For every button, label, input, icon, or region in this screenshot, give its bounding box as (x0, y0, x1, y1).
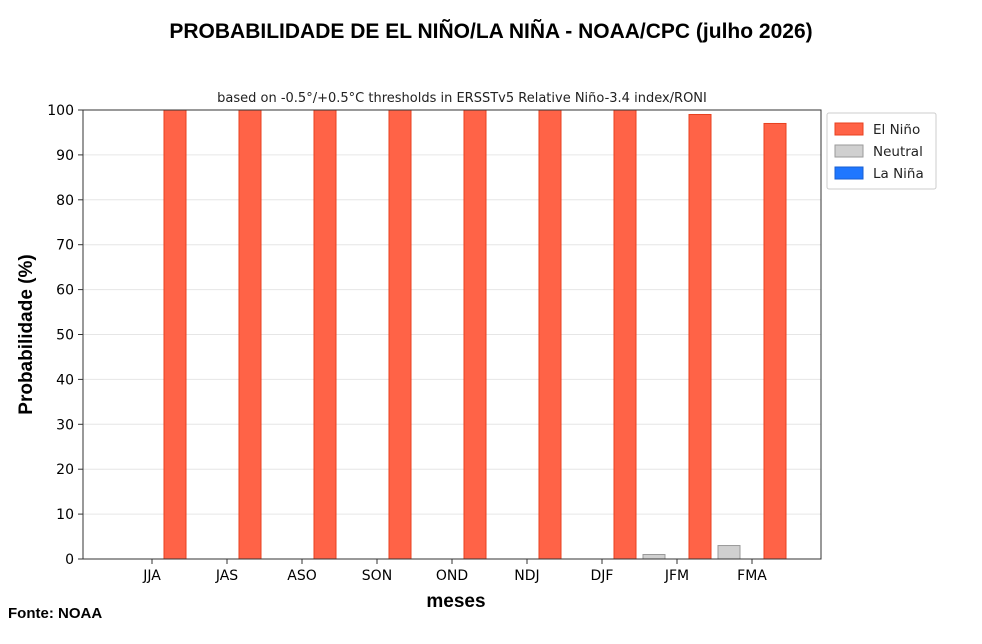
x-tick-label: JAS (215, 568, 238, 584)
legend-label: Neutral (873, 144, 923, 160)
y-tick-label: 10 (56, 507, 74, 523)
bar-el-ni-o-jfm (688, 113, 712, 560)
chart-subtitle: based on -0.5°/+0.5°C thresholds in ERSS… (217, 91, 707, 106)
bar-el-ni-o-ond (463, 109, 487, 560)
legend-swatch (834, 122, 864, 136)
bar-el-ni-o-jja (163, 109, 187, 560)
page-title: PROBABILIDADE DE EL NIÑO/LA NIÑA - NOAA/… (169, 20, 813, 43)
legend-swatch (834, 144, 864, 158)
legend-label: La Niña (873, 166, 924, 182)
y-tick-label: 20 (56, 462, 74, 478)
bar-el-ni-o-djf (613, 109, 637, 560)
bar-el-ni-o-aso (313, 109, 337, 560)
y-axis-label: Probabilidade (%) (16, 254, 37, 414)
y-tick-label: 0 (65, 552, 74, 568)
bars (163, 109, 787, 560)
bar-el-ni-o-jas (238, 109, 262, 560)
x-tick-label: OND (436, 568, 468, 584)
y-tick-label: 100 (47, 103, 74, 119)
y-tick-label: 50 (56, 328, 74, 344)
y-tick-label: 60 (56, 283, 74, 299)
bar-el-ni-o-fma (763, 122, 787, 560)
x-tick-label: FMA (737, 568, 767, 584)
x-tick-label: ASO (287, 568, 316, 584)
bar-neutral-jfm (642, 554, 666, 560)
bar-el-ni-o-son (388, 109, 412, 560)
legend-swatch (834, 166, 864, 180)
bar-el-ni-o-ndj (538, 109, 562, 560)
x-tick-label: JJA (142, 568, 161, 584)
x-tick-label: SON (362, 568, 392, 584)
y-tick-label: 70 (56, 238, 74, 254)
x-tick-label: JFM (664, 568, 689, 584)
y-tick-label: 30 (56, 417, 74, 433)
y-tick-label: 80 (56, 193, 74, 209)
legend-label: El Niño (873, 122, 920, 138)
y-tick-label: 90 (56, 148, 74, 164)
x-tick-label: NDJ (514, 568, 539, 584)
bar-neutral-fma (717, 545, 741, 560)
x-axis-label: meses (426, 591, 485, 612)
y-tick-label: 40 (56, 372, 74, 388)
x-tick-label: DJF (591, 568, 614, 584)
legend: El Niño Neutral La Niña (826, 112, 937, 190)
axis-ticks: 0 10 20 30 40 50 60 70 80 90 100 JJA JAS ASO SON OND NDJ… (47, 103, 767, 584)
source-note: Fonte: NOAA (8, 605, 103, 622)
